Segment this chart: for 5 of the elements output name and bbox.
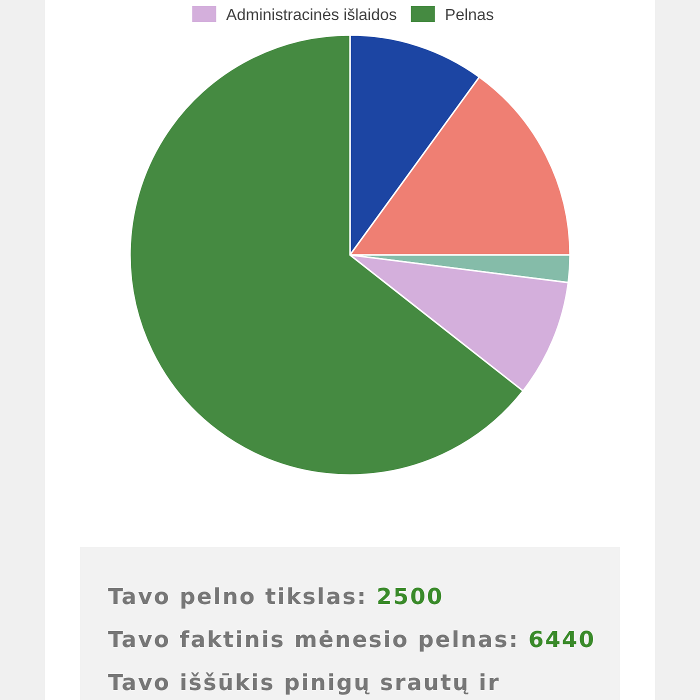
legend-label: Administracinės išlaidos (226, 7, 397, 24)
text: Tavo faktinis mėnesio pelnas: 6440 (108, 628, 596, 653)
text: Tavo pelno tikslas: 2500 (108, 585, 444, 610)
legend-label: Pelnas (444, 7, 494, 24)
text: Tavo iššūkis pinigų srautų ir (108, 671, 500, 696)
